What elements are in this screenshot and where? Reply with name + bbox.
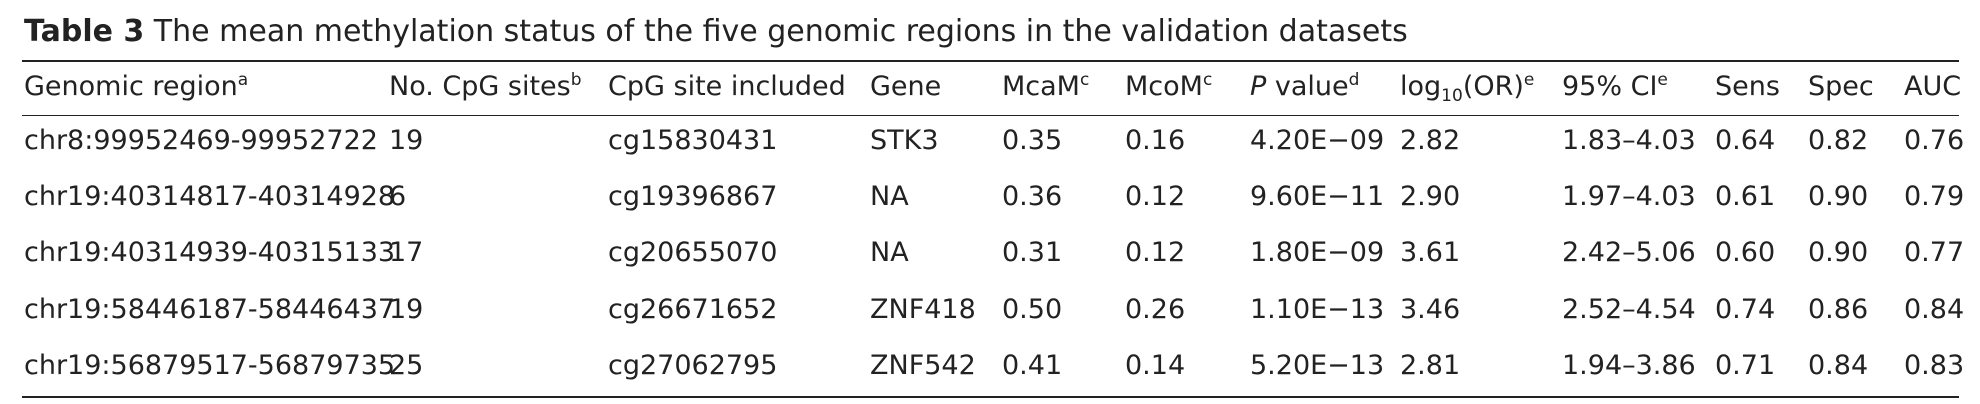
cell-cpg-site: cg26671652 xyxy=(608,294,778,325)
cell-cpg-site: cg19396867 xyxy=(608,181,778,212)
cell-mcom: 0.12 xyxy=(1125,181,1186,212)
cell-auc: 0.84 xyxy=(1904,294,1965,325)
cell-gene: ZNF418 xyxy=(870,294,976,325)
cell-mcam: 0.31 xyxy=(1002,237,1063,268)
header-no-cpg-sites: No. CpG sitesb xyxy=(389,70,582,102)
cell-p-value: 5.20E−13 xyxy=(1250,350,1385,381)
cell-no-cpg-sites: 25 xyxy=(389,350,424,381)
cell-p-value: 1.10E−13 xyxy=(1250,294,1385,325)
cell-sens: 0.74 xyxy=(1715,294,1776,325)
cell-mcam: 0.50 xyxy=(1002,294,1063,325)
header-mcam: McaMc xyxy=(1002,70,1090,102)
cell-cpg-site: cg27062795 xyxy=(608,350,778,381)
cell-sens: 0.60 xyxy=(1715,237,1776,268)
cell-spec: 0.90 xyxy=(1808,181,1869,212)
cell-sens: 0.71 xyxy=(1715,350,1776,381)
header-p-value: P valued xyxy=(1250,70,1360,102)
header-ci: 95% CIe xyxy=(1562,70,1668,102)
cell-spec: 0.90 xyxy=(1808,237,1869,268)
bottom-rule xyxy=(22,396,1959,398)
cell-spec: 0.82 xyxy=(1808,125,1869,156)
cell-gene: ZNF542 xyxy=(870,350,976,381)
cell-ci: 1.97–4.03 xyxy=(1562,181,1696,212)
header-spec: Spec xyxy=(1808,71,1874,102)
table-caption: Table 3 The mean methylation status of t… xyxy=(24,12,1408,52)
cell-spec: 0.86 xyxy=(1808,294,1869,325)
cell-sens: 0.64 xyxy=(1715,125,1776,156)
cell-genomic-region: chr8:99952469-99952722 xyxy=(24,125,378,156)
cell-auc: 0.83 xyxy=(1904,350,1965,381)
cell-mcam: 0.36 xyxy=(1002,181,1063,212)
cell-mcom: 0.12 xyxy=(1125,237,1186,268)
cell-genomic-region: chr19:56879517-56879735 xyxy=(24,350,396,381)
cell-cpg-site: cg15830431 xyxy=(608,125,778,156)
cell-no-cpg-sites: 19 xyxy=(389,125,424,156)
cell-auc: 0.77 xyxy=(1904,237,1965,268)
cell-mcam: 0.35 xyxy=(1002,125,1063,156)
cell-p-value: 4.20E−09 xyxy=(1250,125,1385,156)
cell-mcom: 0.16 xyxy=(1125,125,1186,156)
cell-genomic-region: chr19:40314817-40314928 xyxy=(24,181,396,212)
cell-log-or: 2.82 xyxy=(1400,125,1461,156)
header-cpg-site-included: CpG site included xyxy=(608,71,846,102)
cell-no-cpg-sites: 19 xyxy=(389,294,424,325)
cell-genomic-region: chr19:40314939-40315133 xyxy=(24,237,396,268)
cell-ci: 2.52–4.54 xyxy=(1562,294,1696,325)
cell-log-or: 2.90 xyxy=(1400,181,1461,212)
top-rule xyxy=(22,60,1959,62)
table-title: The mean methylation status of the five … xyxy=(144,14,1408,49)
cell-auc: 0.79 xyxy=(1904,181,1965,212)
cell-mcam: 0.41 xyxy=(1002,350,1063,381)
header-log-or: log10(OR)e xyxy=(1400,70,1535,106)
table-label: Table 3 xyxy=(24,14,145,49)
header-rule xyxy=(22,115,1959,116)
cell-p-value: 9.60E−11 xyxy=(1250,181,1385,212)
cell-p-value: 1.80E−09 xyxy=(1250,237,1385,268)
cell-spec: 0.84 xyxy=(1808,350,1869,381)
cell-log-or: 3.46 xyxy=(1400,294,1461,325)
cell-no-cpg-sites: 17 xyxy=(389,237,424,268)
cell-gene: STK3 xyxy=(870,125,939,156)
cell-sens: 0.61 xyxy=(1715,181,1776,212)
cell-no-cpg-sites: 6 xyxy=(389,181,407,212)
cell-mcom: 0.14 xyxy=(1125,350,1186,381)
header-mcom: McoMc xyxy=(1125,70,1213,102)
cell-genomic-region: chr19:58446187-58446437 xyxy=(24,294,396,325)
cell-ci: 2.42–5.06 xyxy=(1562,237,1696,268)
cell-gene: NA xyxy=(870,237,909,268)
cell-log-or: 3.61 xyxy=(1400,237,1461,268)
header-auc: AUC xyxy=(1904,71,1962,102)
cell-auc: 0.76 xyxy=(1904,125,1965,156)
cell-cpg-site: cg20655070 xyxy=(608,237,778,268)
header-genomic-region: Genomic regiona xyxy=(24,70,249,102)
cell-ci: 1.83–4.03 xyxy=(1562,125,1696,156)
header-sens: Sens xyxy=(1715,71,1780,102)
cell-gene: NA xyxy=(870,181,909,212)
cell-log-or: 2.81 xyxy=(1400,350,1461,381)
cell-ci: 1.94–3.86 xyxy=(1562,350,1696,381)
cell-mcom: 0.26 xyxy=(1125,294,1186,325)
header-gene: Gene xyxy=(870,71,942,102)
